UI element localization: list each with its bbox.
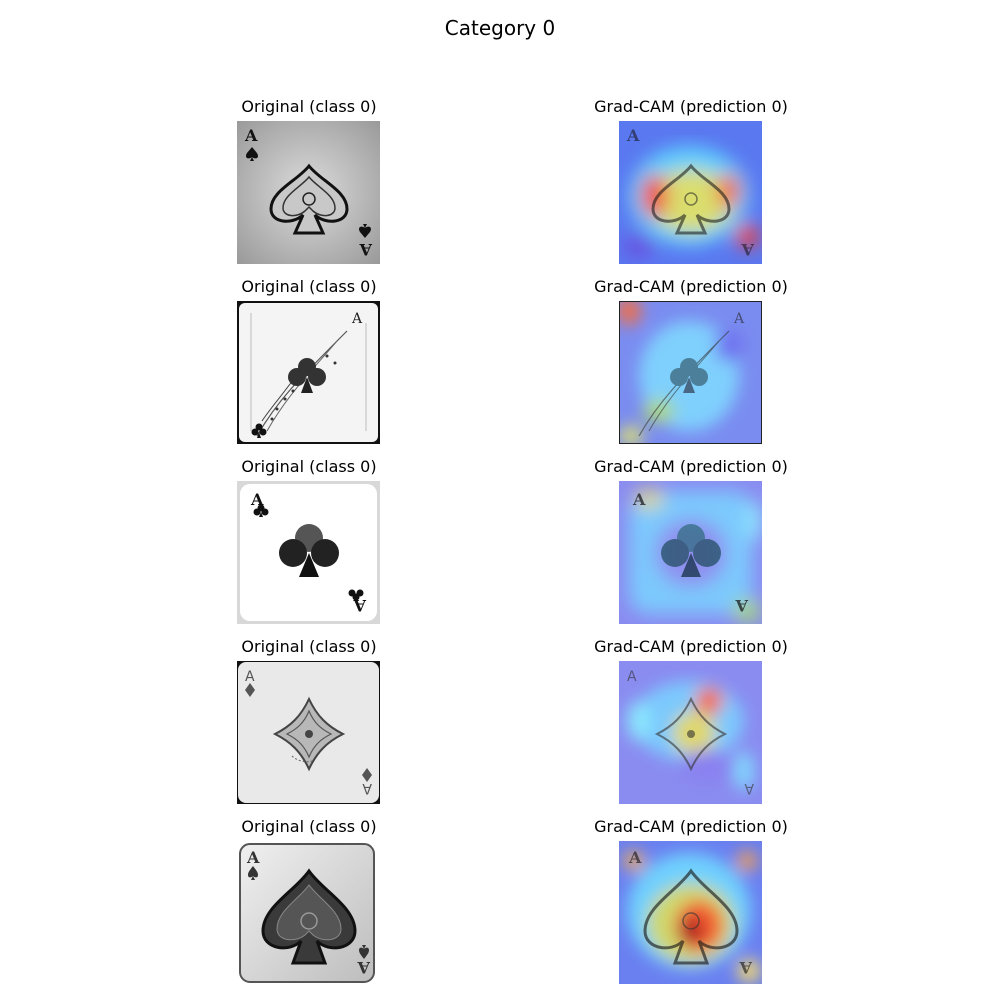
gradcam-title: Grad-CAM (prediction 0) [594, 457, 788, 476]
original-title: Original (class 0) [241, 277, 377, 296]
svg-text:A: A [741, 240, 755, 259]
original-image: A A [237, 121, 380, 264]
original-cell: Original (class 0) A A [179, 457, 439, 624]
svg-text:A: A [733, 311, 745, 327]
svg-text:A: A [628, 848, 642, 867]
gradcam-cell: Grad-CAM (prediction 0) A [561, 277, 821, 444]
original-image: A [237, 301, 380, 444]
gradcam-title: Grad-CAM (prediction 0) [594, 97, 788, 116]
gradcam-heatmap-image: A A [619, 481, 762, 624]
svg-text:A: A [250, 490, 264, 509]
original-title: Original (class 0) [241, 457, 377, 476]
svg-text:A: A [245, 669, 255, 685]
gradcam-cell: Grad-CAM (prediction 0) A A [561, 637, 821, 804]
svg-text:A: A [744, 780, 754, 796]
gradcam-title: Grad-CAM (prediction 0) [594, 277, 788, 296]
svg-text:A: A [353, 596, 367, 615]
gradcam-cell: Grad-CAM (prediction 0) A A [561, 97, 821, 264]
original-title: Original (class 0) [241, 637, 377, 656]
rank-mark-icon: A [244, 126, 258, 145]
original-cell: Original (class 0) A A [179, 817, 439, 984]
original-title: Original (class 0) [241, 817, 377, 836]
gradcam-heatmap-image: A A [619, 841, 762, 984]
gradcam-heatmap-image: A A [619, 661, 762, 804]
svg-text:A: A [739, 958, 753, 977]
gradcam-heatmap-image: A A [619, 121, 762, 264]
original-image: A A [237, 841, 380, 984]
original-image: A A [237, 661, 380, 804]
original-cell: Original (class 0) A A [179, 97, 439, 264]
svg-text:A: A [357, 958, 371, 977]
svg-text:A: A [246, 848, 260, 867]
svg-text:A: A [632, 490, 646, 509]
original-image: A A [237, 481, 380, 624]
svg-text:A: A [735, 596, 749, 615]
original-cell: Original (class 0) A [179, 277, 439, 444]
svg-text:A: A [351, 311, 363, 327]
gradcam-title: Grad-CAM (prediction 0) [594, 637, 788, 656]
gradcam-cell: Grad-CAM (prediction 0) A A [561, 457, 821, 624]
figure-title: Category 0 [444, 16, 556, 40]
original-title: Original (class 0) [241, 97, 377, 116]
gradcam-title: Grad-CAM (prediction 0) [594, 817, 788, 836]
gradcam-cell: Grad-CAM (prediction 0) A A [561, 817, 821, 984]
gradcam-heatmap-image: A [619, 301, 762, 444]
svg-text:A: A [626, 126, 640, 145]
original-cell: Original (class 0) A A [179, 637, 439, 804]
svg-text:A: A [359, 240, 373, 259]
svg-text:A: A [627, 669, 637, 685]
svg-text:A: A [362, 780, 372, 796]
